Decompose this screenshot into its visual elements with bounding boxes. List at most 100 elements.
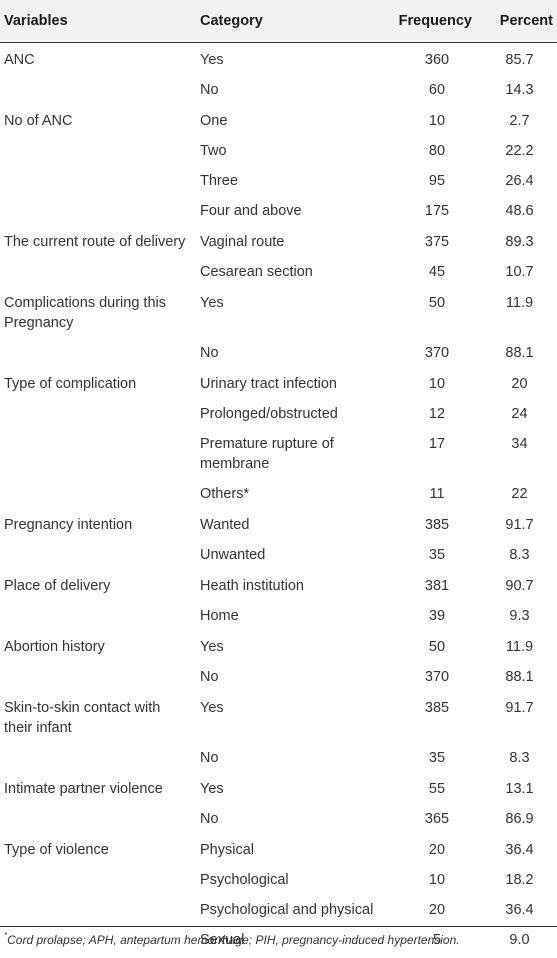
percent-cell: 26.4 <box>505 173 534 189</box>
percent-cell: 90.7 <box>505 578 534 594</box>
frequency-cell: 35 <box>428 750 446 766</box>
category-cell: Psychological and physical <box>200 902 374 918</box>
variable-cell <box>0 398 196 428</box>
category-cell: Yes <box>200 639 224 655</box>
frequency-cell: 55 <box>428 781 446 797</box>
percent-cell: 11.9 <box>505 639 534 655</box>
category-cell: Vaginal route <box>200 234 285 250</box>
percent-cell: 48.6 <box>505 203 534 219</box>
percent-cell: 8.3 <box>509 547 530 563</box>
table-row: Type of complication Urinary tract infect… <box>0 367 557 398</box>
header-category: Category <box>196 0 392 43</box>
variable-cell: ANC <box>4 52 35 68</box>
header-variables: Variables <box>0 0 196 43</box>
frequency-cell: 95 <box>428 173 446 189</box>
frequency-cell: 39 <box>428 608 446 624</box>
frequency-cell: 360 <box>424 52 450 68</box>
percent-cell: 36.4 <box>505 902 534 918</box>
variable-cell <box>0 478 196 508</box>
frequency-cell: 12 <box>428 406 446 422</box>
variable-cell <box>0 803 196 833</box>
percent-cell: 34 <box>511 436 528 452</box>
percent-cell: 86.9 <box>505 811 534 827</box>
variable-cell <box>0 256 196 286</box>
frequency-cell: 385 <box>424 700 450 716</box>
header-row: Variables Category Frequency Percent <box>0 0 557 43</box>
frequency-cell: 175 <box>424 203 450 219</box>
category-cell: Wanted <box>200 517 250 533</box>
table-body: ANC Yes 360 85.7 No 60 14.3 No of ANC One 10 2.7 Tw… <box>0 43 557 955</box>
variable-cell <box>0 661 196 691</box>
category-cell: Prolonged/obstructed <box>200 406 338 422</box>
table-row: No of ANC One 10 2.7 <box>0 104 557 135</box>
frequency-cell: 10 <box>428 872 446 888</box>
table-row: No 365 86.9 <box>0 803 557 833</box>
category-cell: Unwanted <box>200 547 266 563</box>
table-header: Variables Category Frequency Percent <box>0 0 557 43</box>
category-cell: Three <box>200 173 238 189</box>
percent-cell: 10.7 <box>505 264 534 280</box>
variable-cell <box>0 864 196 894</box>
table-row: No 370 88.1 <box>0 337 557 367</box>
table-bottom-rule <box>0 926 557 927</box>
variable-cell <box>0 337 196 367</box>
category-cell: Yes <box>200 700 224 716</box>
table-row: Type of violence Physical 20 36.4 <box>0 833 557 864</box>
category-cell: Physical <box>200 842 254 858</box>
table-row: Sexual 5 9.0 <box>0 924 557 954</box>
category-cell: No <box>200 669 219 685</box>
percent-cell: 89.3 <box>505 234 534 250</box>
variable-cell <box>0 74 196 104</box>
table-row: Prolonged/obstructed 12 24 <box>0 398 557 428</box>
table-row: Psychological and physical 20 36.4 <box>0 894 557 924</box>
table-row: The current route of delivery Vaginal rou… <box>0 225 557 256</box>
category-cell: Home <box>200 608 239 624</box>
table-row: Cesarean section 45 10.7 <box>0 256 557 286</box>
percent-cell: 88.1 <box>505 345 534 361</box>
table-row: Skin-to-skin contact with their infant Ye… <box>0 691 557 742</box>
category-cell: Sexual <box>200 932 245 948</box>
percent-cell: 91.7 <box>505 517 534 533</box>
frequency-cell: 35 <box>428 547 446 563</box>
percent-cell: 9.3 <box>509 608 530 624</box>
category-cell: One <box>200 113 228 129</box>
percent-cell: 13.1 <box>505 781 534 797</box>
frequency-cell: 60 <box>428 82 446 98</box>
frequency-cell: 375 <box>424 234 450 250</box>
variable-cell: Type of complication <box>4 376 137 392</box>
table-row: No 370 88.1 <box>0 661 557 691</box>
variable-cell: Place of delivery <box>4 578 111 594</box>
variable-cell: No of ANC <box>4 113 73 129</box>
header-percent: Percent <box>476 0 557 43</box>
frequency-cell: 50 <box>428 639 446 655</box>
category-cell: Urinary tract infection <box>200 376 337 392</box>
percent-cell: 22 <box>511 486 528 502</box>
table-row: Home 39 9.3 <box>0 600 557 630</box>
category-cell: Premature rupture of membrane <box>200 436 334 472</box>
category-cell: Others* <box>200 486 250 502</box>
frequency-cell: 381 <box>424 578 450 594</box>
percent-cell: 36.4 <box>505 842 534 858</box>
percent-cell: 20 <box>511 376 528 392</box>
frequency-cell: 45 <box>428 264 446 280</box>
variable-cell <box>0 894 196 924</box>
variable-cell <box>0 539 196 569</box>
frequency-cell: 50 <box>428 295 446 311</box>
table-row: Three 95 26.4 <box>0 165 557 195</box>
variable-cell: The current route of delivery <box>4 234 186 250</box>
frequency-cell: 365 <box>424 811 450 827</box>
table-row: ANC Yes 360 85.7 <box>0 43 557 75</box>
variable-cell: Complications during this Pregnancy <box>4 295 166 331</box>
variable-cell <box>0 742 196 772</box>
category-cell: Four and above <box>200 203 302 219</box>
frequency-cell: 370 <box>424 345 450 361</box>
variable-cell <box>0 600 196 630</box>
percent-cell: 9.0 <box>509 932 530 948</box>
percent-cell: 24 <box>511 406 528 422</box>
table-row: Others* 11 22 <box>0 478 557 508</box>
percent-cell: 91.7 <box>505 700 534 716</box>
percent-cell: 2.7 <box>509 113 530 129</box>
category-cell: No <box>200 811 219 827</box>
